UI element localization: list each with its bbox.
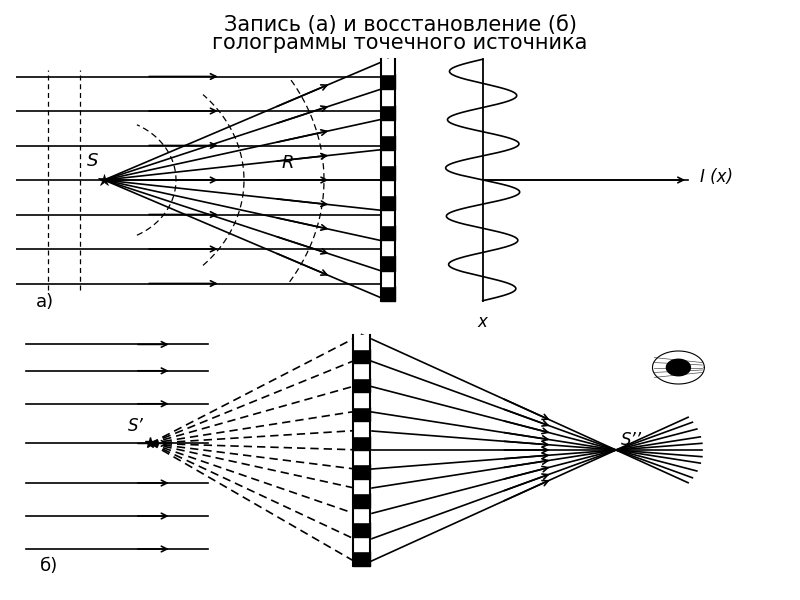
Bar bbox=[354, 536, 370, 551]
Bar bbox=[354, 421, 370, 436]
Bar bbox=[381, 271, 395, 286]
Bar bbox=[354, 450, 370, 464]
Polygon shape bbox=[666, 359, 690, 376]
Bar bbox=[354, 522, 370, 536]
Bar bbox=[381, 256, 395, 271]
Bar bbox=[354, 436, 370, 450]
Bar bbox=[381, 180, 395, 195]
Bar bbox=[381, 135, 395, 150]
Text: x: x bbox=[478, 313, 488, 331]
Bar bbox=[381, 119, 395, 135]
Bar bbox=[381, 195, 395, 210]
Bar bbox=[381, 150, 395, 165]
Bar bbox=[354, 349, 370, 364]
Bar bbox=[381, 286, 395, 301]
Bar bbox=[381, 165, 395, 180]
Bar bbox=[381, 89, 395, 104]
Bar bbox=[381, 210, 395, 225]
Bar bbox=[354, 508, 370, 522]
Bar bbox=[354, 551, 370, 565]
Text: S’: S’ bbox=[127, 417, 143, 435]
Bar bbox=[354, 364, 370, 378]
Bar bbox=[354, 407, 370, 421]
Bar bbox=[354, 335, 370, 349]
Text: б): б) bbox=[40, 557, 58, 575]
Bar bbox=[381, 104, 395, 119]
Text: голограммы точечного источника: голограммы точечного источника bbox=[212, 33, 588, 53]
Text: I (x): I (x) bbox=[700, 167, 733, 185]
Bar bbox=[354, 378, 370, 392]
Bar bbox=[354, 479, 370, 493]
Bar bbox=[381, 225, 395, 241]
Text: S’’: S’’ bbox=[621, 431, 642, 449]
Bar bbox=[381, 59, 395, 74]
Text: Запись (а) и восстановление (б): Запись (а) и восстановление (б) bbox=[223, 15, 577, 35]
Bar bbox=[381, 74, 395, 89]
Bar bbox=[354, 464, 370, 479]
Bar bbox=[354, 392, 370, 407]
Bar bbox=[381, 241, 395, 256]
Text: S: S bbox=[86, 152, 98, 170]
Bar bbox=[354, 493, 370, 508]
Text: а): а) bbox=[36, 293, 54, 311]
Text: R: R bbox=[282, 154, 294, 172]
